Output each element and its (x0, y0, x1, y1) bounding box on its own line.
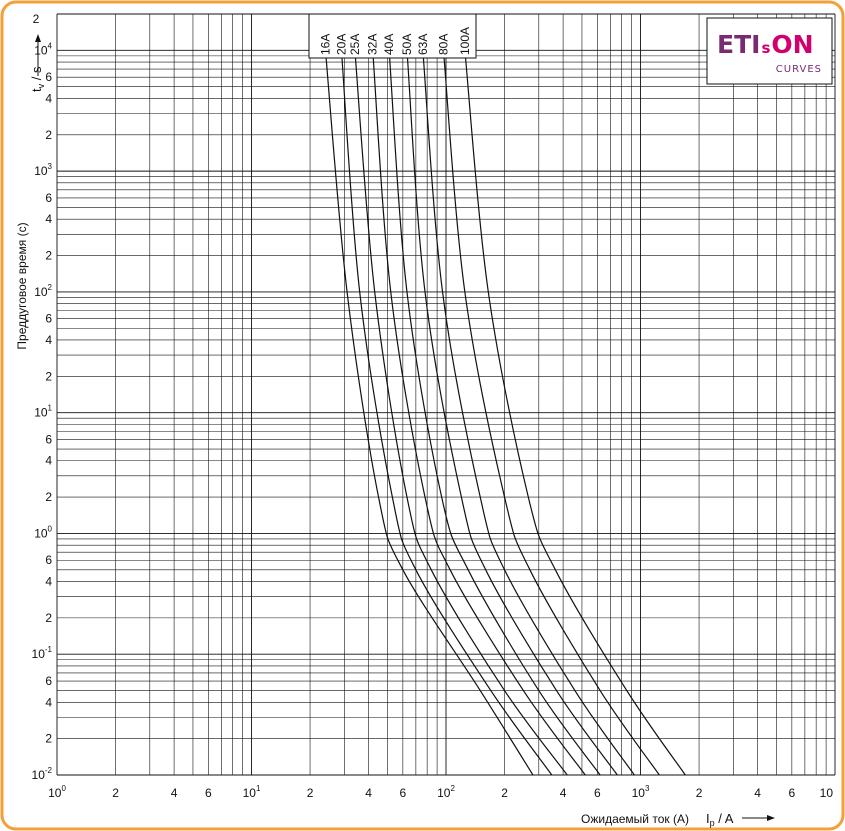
y-tick-label: 6 (45, 674, 52, 688)
x-tick-label: 6 (594, 786, 601, 800)
svg-text:ETIsON: ETIsON (717, 30, 814, 59)
legend-label-80A: 80A (436, 34, 450, 55)
series-legend: 16A 20A 25A 32A 40A 50A 63A 80A 100A (308, 13, 477, 59)
y-tick-label: 10-2 (32, 766, 53, 782)
y-symbol-main: t (29, 88, 44, 92)
y-tick-label: 6 (45, 191, 52, 205)
y-axis-label: Преддуговое время (с) (15, 222, 29, 349)
y-top-tick-label: 2 (33, 12, 40, 26)
y-tick-labels: 10464210364210264210164210064210-164210-… (32, 41, 53, 782)
x-tick-label: 4 (754, 786, 761, 800)
x-tick-label: 6 (205, 786, 212, 800)
x-tick-label: 4 (365, 786, 372, 800)
y-tick-label: 4 (45, 91, 52, 105)
x-tick-label: 102 (437, 784, 455, 800)
curve-100A (464, 50, 686, 776)
y-tick-label: 2 (45, 732, 52, 746)
logo-part-c: ON (771, 30, 813, 59)
curve-16A (324, 50, 534, 776)
y-tick-label: 4 (45, 454, 52, 468)
y-tick-label: 103 (34, 162, 52, 178)
legend-label-25A: 25A (348, 34, 362, 55)
y-tick-label: 101 (34, 404, 52, 420)
x-tick-label: 10 (820, 786, 834, 800)
y-tick-label: 6 (45, 70, 52, 84)
x-symbol-sub: p (710, 818, 715, 828)
x-tick-label: 2 (501, 786, 508, 800)
x-axis-label: Ожидаемый ток (A) (581, 812, 689, 826)
y-tick-label: 2 (45, 128, 52, 142)
curve-40A (388, 50, 601, 776)
legend-label-20A: 20A (334, 34, 348, 55)
y-tick-label: 100 (34, 525, 52, 541)
logo-part-b: s (761, 39, 770, 57)
legend-label-63A: 63A (416, 34, 430, 55)
legend-box (308, 13, 477, 59)
y-tick-label: 4 (45, 212, 52, 226)
y-symbol-sub: v (36, 83, 46, 88)
x-axis-symbol: Ip / A (706, 811, 734, 828)
y-axis-arrow-head (35, 34, 41, 42)
y-tick-label: 6 (45, 553, 52, 567)
y-symbol-rest: / s (29, 66, 44, 84)
y-tick-label: 102 (34, 283, 52, 299)
y-tick-label: 2 (45, 249, 52, 263)
y-tick-label: 2 (45, 490, 52, 504)
y-tick-label: 2 (45, 611, 52, 625)
grid (56, 13, 836, 776)
legend-label-100A: 100A (458, 27, 472, 55)
x-tick-label: 6 (400, 786, 407, 800)
x-tick-label: 4 (560, 786, 567, 800)
curve-80A (442, 50, 660, 776)
logo-part-a: ETI (717, 30, 760, 59)
y-tick-label: 4 (45, 575, 52, 589)
curve-32A (372, 50, 586, 776)
x-tick-label: 6 (789, 786, 796, 800)
y-tick-label: 4 (45, 333, 52, 347)
curve-63A (422, 50, 635, 776)
legend-label-50A: 50A (400, 34, 414, 55)
x-tick-labels: 100 2 4 6 101 2 4 6 102 2 4 6 103 2 4 6 10 (48, 784, 833, 800)
legend-label-32A: 32A (366, 34, 380, 55)
x-tick-label: 103 (632, 784, 650, 800)
x-tick-label: 100 (48, 784, 66, 800)
y-tick-label: 6 (45, 433, 52, 447)
svg-text:tv / s: tv / s (29, 66, 46, 92)
x-tick-label: 101 (243, 784, 261, 800)
curve-20A (340, 50, 553, 776)
x-tick-label: 2 (112, 786, 119, 800)
y-axis-title: Преддуговое время (с) (15, 222, 29, 349)
curve-50A (406, 50, 618, 776)
y-tick-label: 10-1 (32, 645, 53, 661)
x-symbol-main: I (706, 811, 710, 826)
x-tick-label: 4 (171, 786, 178, 800)
etison-logo: ETIsON CURVES (706, 17, 833, 85)
x-axis-arrow-head (767, 815, 775, 821)
legend-label-16A: 16A (319, 34, 333, 55)
logo-box (706, 17, 833, 85)
y-tick-label: 4 (45, 695, 52, 709)
legend-label-40A: 40A (382, 34, 396, 55)
fuse-curves (324, 50, 686, 776)
x-tick-label: 2 (307, 786, 314, 800)
curve-25A (354, 50, 568, 776)
x-tick-label: 2 (696, 786, 703, 800)
logo-subtitle: CURVES (776, 64, 822, 75)
x-symbol-rest: / A (715, 811, 734, 826)
y-tick-label: 2 (45, 369, 52, 383)
y-tick-label: 6 (45, 312, 52, 326)
y-axis-symbol: tv / s (29, 66, 46, 92)
